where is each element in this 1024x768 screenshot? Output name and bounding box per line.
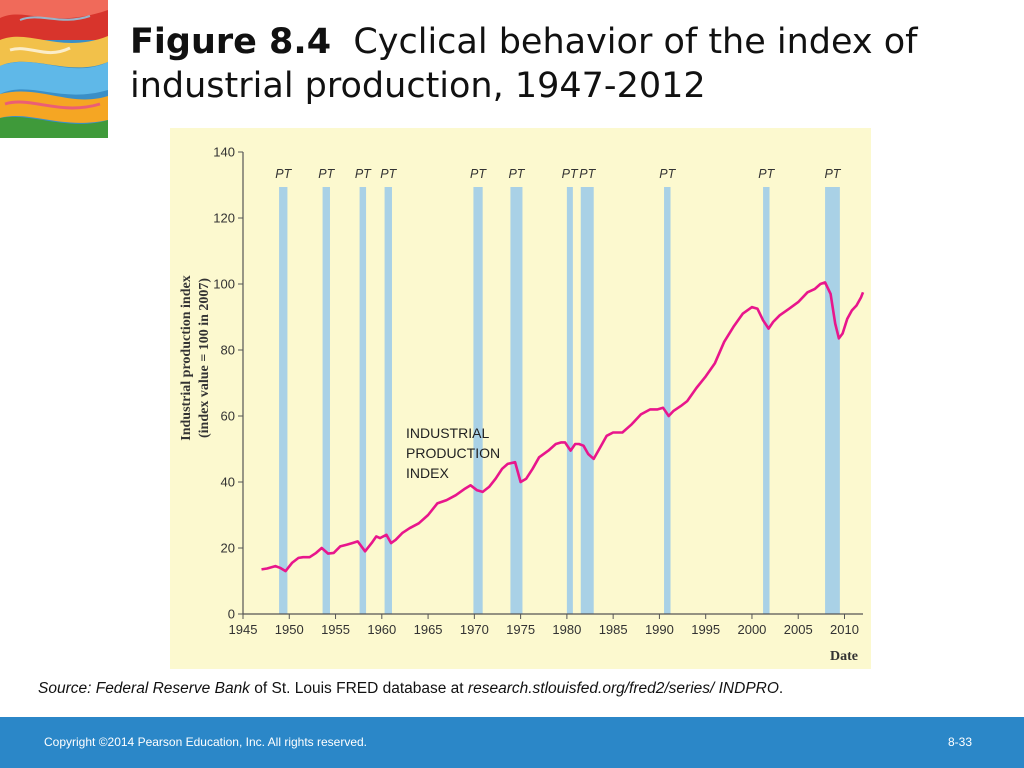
source-note: Source: Federal Reserve Bank of St. Loui… bbox=[38, 680, 1008, 698]
y-tick-label: 100 bbox=[213, 277, 235, 292]
x-tick-label: 1955 bbox=[321, 622, 350, 637]
x-tick-label: 2010 bbox=[830, 622, 859, 637]
x-axis-label: Date bbox=[830, 649, 858, 664]
x-tick-label: 1950 bbox=[275, 622, 304, 637]
y-tick-label: 80 bbox=[221, 343, 235, 358]
y-tick-label: 140 bbox=[213, 145, 235, 160]
y-tick-label: 20 bbox=[221, 541, 235, 556]
recession-band bbox=[825, 187, 840, 614]
series-annotation-line-1: INDUSTRIAL bbox=[406, 425, 489, 441]
figure-number: Figure 8.4 bbox=[130, 22, 332, 62]
peak-trough-label: PT bbox=[380, 167, 397, 181]
industrial-production-chart: PT PT PT PT PT PT PT PT PT PT PT 02040608010012014… bbox=[179, 145, 865, 664]
slide-title: Figure 8.4 Cyclical behavior of the inde… bbox=[130, 20, 1010, 108]
peak-trough-label: PT bbox=[470, 167, 487, 181]
y-axis-label-line-2: (index value = 100 in 2007) bbox=[197, 278, 212, 438]
peak-trough-label: PT bbox=[275, 167, 292, 181]
series-annotation-line-3: INDEX bbox=[406, 465, 449, 481]
source-link[interactable]: research.stlouisfed.org/fred2/series/ IN… bbox=[467, 680, 779, 697]
x-tick-label: 1965 bbox=[414, 622, 443, 637]
recession-band bbox=[763, 187, 770, 614]
x-tick-label: 1970 bbox=[460, 622, 489, 637]
y-tick-label: 40 bbox=[221, 475, 235, 490]
x-tick-label: 2000 bbox=[737, 622, 766, 637]
y-tick-label: 0 bbox=[228, 607, 235, 622]
x-tick-label: 1945 bbox=[229, 622, 258, 637]
recession-band bbox=[279, 187, 288, 614]
slide-number: 8-33 bbox=[947, 735, 972, 749]
source-prefix: Source: Federal Reserve Bank bbox=[38, 680, 250, 697]
y-tick-label: 120 bbox=[213, 211, 235, 226]
recession-band bbox=[566, 187, 573, 614]
x-tick-label: 1995 bbox=[691, 622, 720, 637]
x-tick-label: 1960 bbox=[367, 622, 396, 637]
copyright-notice: Copyright ©2014 Pearson Education, Inc. … bbox=[44, 735, 368, 749]
y-axis-label-line-1: Industrial production index bbox=[179, 275, 194, 440]
source-suffix: . bbox=[778, 680, 784, 697]
recession-band bbox=[359, 187, 367, 614]
x-tick-label: 1980 bbox=[552, 622, 581, 637]
chart-panel: PT PT PT PT PT PT PT PT PT PT PT 0 20 40 60 80 100 120 14… bbox=[170, 128, 871, 669]
peak-trough-label: PT bbox=[318, 167, 335, 181]
source-mid: of St. Louis FRED database at bbox=[249, 680, 468, 697]
decorative-painting bbox=[0, 0, 108, 138]
peak-trough-label: PT bbox=[508, 167, 525, 181]
x-tick-label: 1975 bbox=[506, 622, 535, 637]
x-tick-label: 1990 bbox=[645, 622, 674, 637]
recession-band bbox=[664, 187, 671, 614]
peak-trough-label: PT bbox=[824, 167, 841, 181]
figure-caption: Cyclical behavior of the index of indust… bbox=[130, 22, 918, 106]
recession-band bbox=[580, 187, 594, 614]
peak-trough-label: PT bbox=[579, 167, 596, 181]
recession-band bbox=[473, 187, 483, 614]
series-line-industrial-production bbox=[261, 281, 865, 573]
peak-trough-label: PT bbox=[758, 167, 775, 181]
recession-band bbox=[510, 187, 523, 614]
recession-band bbox=[384, 187, 392, 614]
recession-band bbox=[322, 187, 330, 614]
series-annotation-line-2: PRODUCTION bbox=[406, 445, 500, 461]
x-tick-label: 2005 bbox=[784, 622, 813, 637]
x-tick-label: 1985 bbox=[599, 622, 628, 637]
peak-trough-label: PT bbox=[659, 167, 676, 181]
y-tick-label: 60 bbox=[221, 409, 235, 424]
peak-trough-label: PT bbox=[355, 167, 372, 181]
peak-trough-label: PT bbox=[562, 167, 579, 181]
footer-bar: Copyright ©2014 Pearson Education, Inc. … bbox=[0, 717, 1024, 768]
